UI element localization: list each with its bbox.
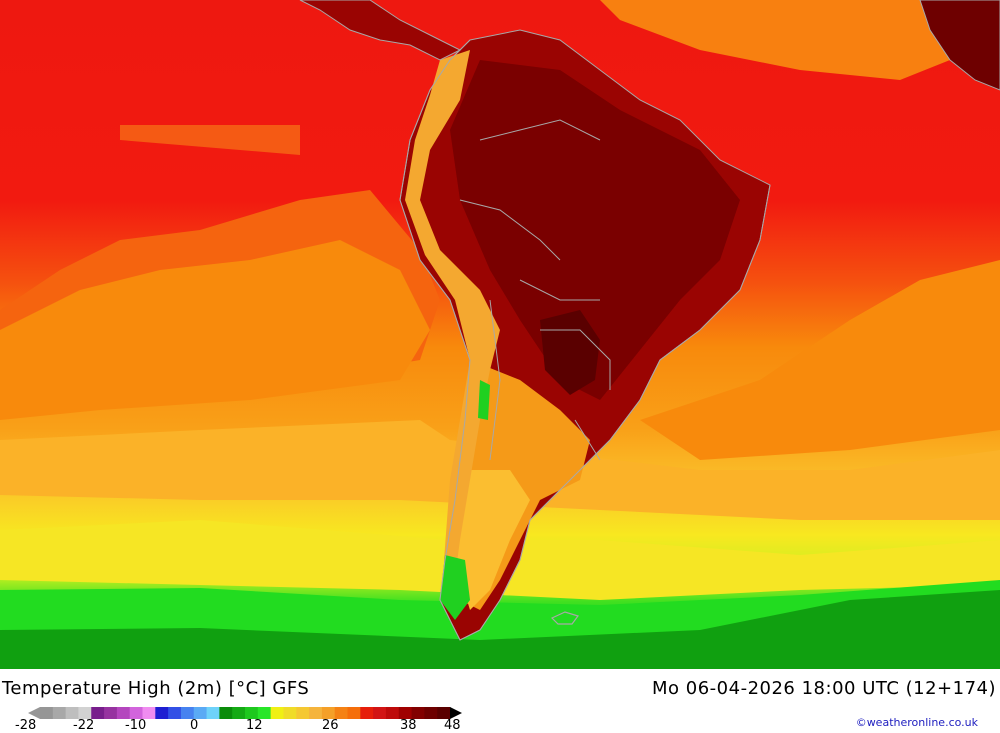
ocean-red-strip bbox=[120, 125, 300, 155]
colorbar-swatch bbox=[219, 707, 233, 719]
ocean-orange-band-north bbox=[600, 0, 1000, 80]
colorbar-swatch bbox=[373, 707, 387, 719]
colorbar-swatch bbox=[347, 707, 361, 719]
colorbar-swatch bbox=[257, 707, 272, 719]
color-scale-bar bbox=[28, 707, 462, 719]
colorbar-swatch bbox=[168, 707, 182, 719]
colorbar-swatch bbox=[437, 707, 451, 719]
colorbar-swatch bbox=[411, 707, 425, 719]
colorbar-swatch bbox=[245, 707, 259, 719]
colorbar-swatch bbox=[91, 707, 105, 719]
colorbar-swatch bbox=[321, 707, 336, 719]
coastline bbox=[399, 39, 771, 641]
colorbar-swatch bbox=[309, 707, 323, 719]
footer-bar: Temperature High (2m) [°C] GFS Mo 06-04-… bbox=[0, 669, 1000, 733]
andes-ridge bbox=[405, 50, 500, 600]
falkland-islands bbox=[550, 611, 579, 625]
colorbar-swatch bbox=[283, 707, 297, 719]
country-borders bbox=[459, 119, 611, 461]
ocean-orange-band-west-inner bbox=[0, 240, 430, 420]
legend-tick: 0 bbox=[190, 718, 199, 733]
legend-tick: 26 bbox=[322, 718, 339, 733]
legend-tick: 48 bbox=[444, 718, 461, 733]
colorbar-swatch bbox=[296, 707, 310, 719]
legend-tick: -28 bbox=[15, 718, 37, 733]
colorbar-swatch bbox=[193, 707, 208, 719]
colorbar-swatch bbox=[270, 707, 284, 719]
andes-green-patch-2 bbox=[478, 380, 490, 420]
colorbar-swatch bbox=[129, 707, 143, 719]
temperature-map bbox=[0, 0, 1000, 669]
colorbar-swatch bbox=[385, 707, 400, 719]
colorbar-arrow-right bbox=[450, 707, 462, 719]
colorbar-swatch bbox=[232, 707, 246, 719]
colorbar-swatch bbox=[104, 707, 118, 719]
colorbar-swatch bbox=[142, 707, 156, 719]
credit-link[interactable]: ©weatheronline.co.uk bbox=[855, 716, 978, 729]
colorbar-swatch bbox=[206, 707, 220, 719]
valid-time: Mo 06-04-2026 18:00 UTC (12+174) bbox=[652, 678, 996, 699]
africa-land bbox=[919, 0, 1000, 91]
colorbar-arrow-left bbox=[28, 707, 40, 719]
andes-green-patch bbox=[440, 555, 470, 620]
colorbar-swatch bbox=[40, 707, 54, 719]
colorbar-swatch bbox=[52, 707, 67, 719]
ocean-dark-green-band bbox=[0, 590, 1000, 669]
ocean-orange-band-east bbox=[640, 260, 1000, 460]
chaco-darkest bbox=[540, 310, 600, 395]
legend-tick: -22 bbox=[73, 718, 95, 733]
colorbar-swatch bbox=[65, 707, 79, 719]
colorbar-swatch bbox=[78, 707, 92, 719]
legend-tick: -10 bbox=[125, 718, 147, 733]
colorbar-swatch bbox=[155, 707, 169, 719]
colorbar-swatch bbox=[398, 707, 413, 719]
map-title: Temperature High (2m) [°C] GFS bbox=[2, 678, 310, 699]
colorbar-swatch bbox=[360, 707, 374, 719]
colorbar-swatch bbox=[180, 707, 195, 719]
legend-tick: 38 bbox=[400, 718, 417, 733]
colorbar-swatch bbox=[424, 707, 438, 719]
patagonia-light bbox=[455, 470, 530, 610]
amazon-deep-red bbox=[450, 60, 740, 400]
colorbar-swatch bbox=[334, 707, 348, 719]
legend-tick: 12 bbox=[246, 718, 263, 733]
central-america-land bbox=[299, 0, 462, 61]
colorbar-swatch bbox=[116, 707, 131, 719]
